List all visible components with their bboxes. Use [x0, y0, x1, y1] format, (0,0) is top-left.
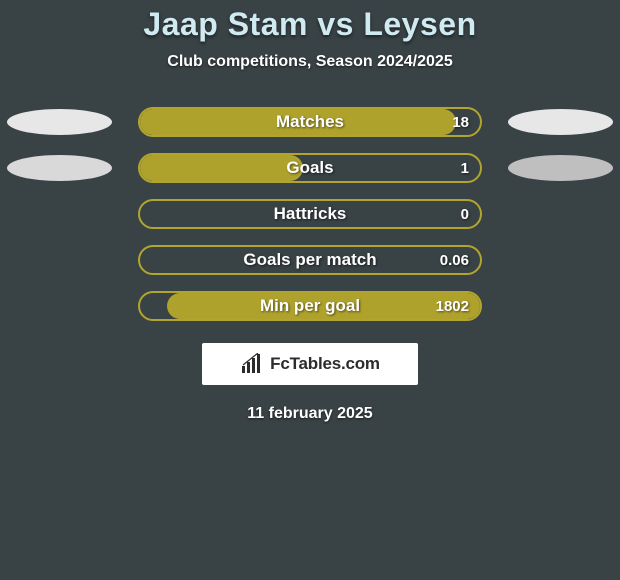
stat-bar: Matches18	[138, 107, 482, 137]
subtitle: Club competitions, Season 2024/2025	[0, 53, 620, 71]
stat-label: Min per goal	[140, 293, 480, 319]
brand-text: FcTables.com	[270, 354, 380, 374]
stat-value: 1	[461, 155, 469, 181]
page-title: Jaap Stam vs Leysen	[0, 6, 620, 43]
stat-label: Hattricks	[140, 201, 480, 227]
stat-row: Matches18	[0, 99, 620, 145]
stat-label: Goals	[140, 155, 480, 181]
player-avatar-left	[7, 155, 112, 181]
stat-bar: Goals1	[138, 153, 482, 183]
stat-value: 0	[461, 201, 469, 227]
stat-row: Goals per match0.06	[0, 237, 620, 283]
stat-rows: Matches18 Goals1 Hattricks0 Goals per match…	[0, 99, 620, 329]
stat-bar: Goals per match0.06	[138, 245, 482, 275]
stat-row: Min per goal1802	[0, 283, 620, 329]
player-avatar-left	[7, 109, 112, 135]
stat-row: Goals1	[0, 145, 620, 191]
stat-label: Matches	[140, 109, 480, 135]
comparison-card: Jaap Stam vs Leysen Club competitions, S…	[0, 0, 620, 580]
stat-bar: Hattricks0	[138, 199, 482, 229]
stat-label: Goals per match	[140, 247, 480, 273]
brand-chart-icon	[240, 353, 264, 375]
player-avatar-right	[508, 109, 613, 135]
stat-value: 18	[452, 109, 469, 135]
stat-row: Hattricks0	[0, 191, 620, 237]
stat-value: 1802	[436, 293, 469, 319]
brand-badge: FcTables.com	[202, 343, 418, 385]
stat-bar: Min per goal1802	[138, 291, 482, 321]
player-avatar-right	[508, 155, 613, 181]
date-text: 11 february 2025	[0, 405, 620, 423]
stat-value: 0.06	[440, 247, 469, 273]
